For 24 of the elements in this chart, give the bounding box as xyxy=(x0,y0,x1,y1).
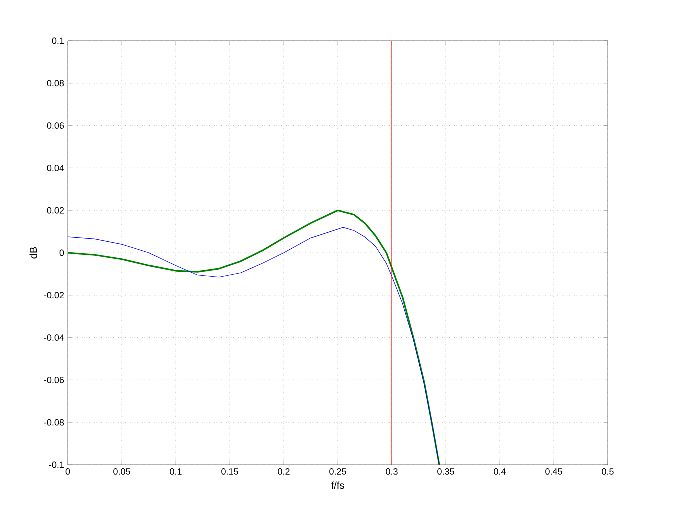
y-tick-label: 0.06 xyxy=(47,122,64,129)
y-tick-label: 0 xyxy=(60,250,64,256)
y-tick-label: 0.02 xyxy=(47,207,64,214)
x-tick-label: 0.4 xyxy=(494,468,506,475)
x-tick-label: 0.25 xyxy=(330,468,346,475)
x-tick-label: 0.5 xyxy=(602,468,614,475)
x-tick-label: 0.05 xyxy=(114,468,130,475)
x-tick-label: 0 xyxy=(66,468,70,475)
y-tick-label: 0.08 xyxy=(47,80,64,87)
x-tick-label: 0.1 xyxy=(170,468,182,475)
x-tick-label: 0.2 xyxy=(278,468,290,475)
y-tick-label: 0.1 xyxy=(52,38,64,44)
y-tick-label: -0.06 xyxy=(44,377,64,384)
y-axis-title: dB xyxy=(30,247,38,259)
y-tick-label: -0.04 xyxy=(44,334,64,341)
y-tick-label: -0.08 xyxy=(44,419,64,426)
x-axis-title: f/fs xyxy=(331,482,344,490)
y-tick-label: -0.02 xyxy=(44,292,64,299)
x-tick-label: 0.35 xyxy=(438,468,454,475)
x-tick-label: 0.15 xyxy=(222,468,238,475)
y-tick-label: -0.1 xyxy=(49,462,64,468)
x-tick-label: 0.3 xyxy=(386,468,398,475)
x-tick-label: 0.45 xyxy=(546,468,562,475)
y-tick-label: 0.04 xyxy=(47,165,64,172)
